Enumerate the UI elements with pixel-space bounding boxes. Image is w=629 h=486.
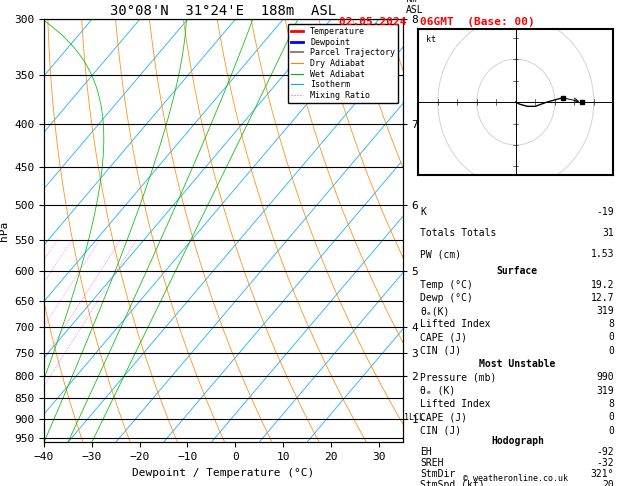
Text: SREH: SREH xyxy=(420,458,444,468)
Text: CAPE (J): CAPE (J) xyxy=(420,412,467,422)
Text: CIN (J): CIN (J) xyxy=(420,346,462,356)
Text: EH: EH xyxy=(420,447,432,457)
Text: θₑ(K): θₑ(K) xyxy=(420,306,450,316)
Text: Temp (°C): Temp (°C) xyxy=(420,279,473,290)
Text: 319: 319 xyxy=(597,385,615,396)
Text: Hodograph: Hodograph xyxy=(491,435,544,446)
Text: CAPE (J): CAPE (J) xyxy=(420,332,467,343)
Text: © weatheronline.co.uk: © weatheronline.co.uk xyxy=(464,474,568,483)
Legend: Temperature, Dewpoint, Parcel Trajectory, Dry Adiabat, Wet Adiabat, Isotherm, Mi: Temperature, Dewpoint, Parcel Trajectory… xyxy=(287,24,398,103)
Text: θₑ (K): θₑ (K) xyxy=(420,385,455,396)
Text: 20: 20 xyxy=(603,480,615,486)
Text: 02.05.2024  06GMT  (Base: 00): 02.05.2024 06GMT (Base: 00) xyxy=(339,17,535,27)
Text: -32: -32 xyxy=(597,458,615,468)
Text: 19.2: 19.2 xyxy=(591,279,615,290)
Text: -92: -92 xyxy=(597,447,615,457)
Text: Surface: Surface xyxy=(497,266,538,277)
Text: 0: 0 xyxy=(608,346,615,356)
Text: 1.53: 1.53 xyxy=(591,249,615,260)
Text: -19: -19 xyxy=(597,207,615,217)
Text: 319: 319 xyxy=(597,306,615,316)
Text: K: K xyxy=(420,207,426,217)
X-axis label: Dewpoint / Temperature (°C): Dewpoint / Temperature (°C) xyxy=(132,468,314,478)
Text: 12.7: 12.7 xyxy=(591,293,615,303)
Text: StmDir: StmDir xyxy=(420,469,455,479)
Text: PW (cm): PW (cm) xyxy=(420,249,462,260)
Text: kt: kt xyxy=(426,35,436,44)
Text: StmSpd (kt): StmSpd (kt) xyxy=(420,480,485,486)
Text: 8: 8 xyxy=(608,319,615,329)
Y-axis label: hPa: hPa xyxy=(0,221,9,241)
Text: 0: 0 xyxy=(608,332,615,343)
Title: 30°08'N  31°24'E  188m  ASL: 30°08'N 31°24'E 188m ASL xyxy=(110,4,337,18)
Text: 0: 0 xyxy=(608,412,615,422)
Text: CIN (J): CIN (J) xyxy=(420,426,462,436)
Text: Lifted Index: Lifted Index xyxy=(420,319,491,329)
Text: 8: 8 xyxy=(608,399,615,409)
Text: 1LCL: 1LCL xyxy=(404,414,424,422)
Text: 990: 990 xyxy=(597,372,615,382)
Text: Lifted Index: Lifted Index xyxy=(420,399,491,409)
Text: 321°: 321° xyxy=(591,469,615,479)
Text: Pressure (mb): Pressure (mb) xyxy=(420,372,497,382)
Text: km
ASL: km ASL xyxy=(406,0,424,15)
Text: Totals Totals: Totals Totals xyxy=(420,228,497,238)
Text: 31: 31 xyxy=(603,228,615,238)
Text: Dewp (°C): Dewp (°C) xyxy=(420,293,473,303)
Text: 0: 0 xyxy=(608,426,615,436)
Text: Most Unstable: Most Unstable xyxy=(479,359,555,369)
